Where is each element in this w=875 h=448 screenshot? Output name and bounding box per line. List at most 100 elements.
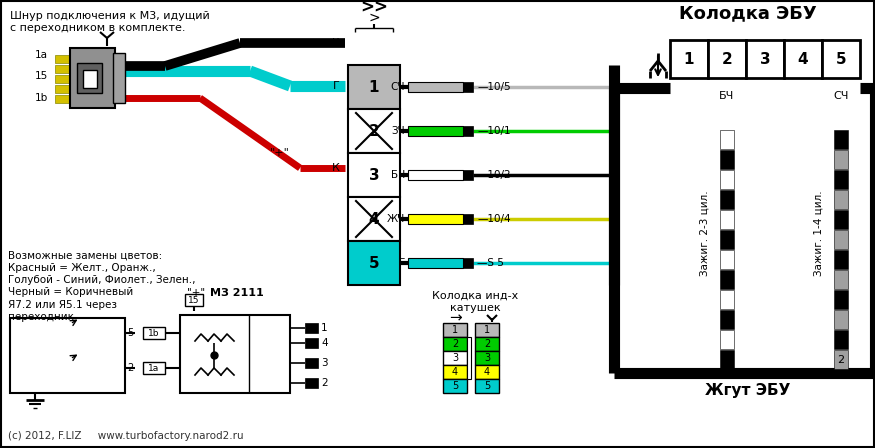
Text: Жгут ЭБУ: Жгут ЭБУ <box>705 383 791 397</box>
Bar <box>746 40 784 78</box>
Bar <box>720 250 734 269</box>
Text: 4: 4 <box>484 367 490 377</box>
Bar <box>55 55 73 63</box>
Bar <box>305 338 318 348</box>
Bar <box>475 323 499 337</box>
Bar <box>475 379 499 393</box>
Bar <box>348 197 400 241</box>
Bar <box>834 310 848 329</box>
Bar <box>463 214 473 224</box>
Bar <box>720 230 734 249</box>
Text: 2: 2 <box>452 339 458 349</box>
Text: 3: 3 <box>368 168 380 182</box>
Text: 3: 3 <box>760 52 770 66</box>
Bar <box>834 230 848 249</box>
Text: Голубой - Синий, Фиолет., Зелен.,: Голубой - Синий, Фиолет., Зелен., <box>8 275 195 285</box>
Text: 5: 5 <box>127 328 133 338</box>
Bar <box>443 337 467 351</box>
Bar <box>720 130 734 149</box>
Bar <box>834 150 848 169</box>
Text: —S 5: —S 5 <box>477 258 504 268</box>
Bar <box>670 40 708 78</box>
Bar <box>720 330 734 349</box>
Text: 3: 3 <box>484 353 490 363</box>
Text: Г: Г <box>333 81 340 91</box>
Bar <box>55 65 73 73</box>
Bar <box>720 310 734 329</box>
Text: 1a: 1a <box>35 50 48 60</box>
Bar <box>708 40 746 78</box>
Text: с переходником в комплекте.: с переходником в комплекте. <box>10 23 186 33</box>
Bar <box>55 75 73 83</box>
Bar <box>185 294 203 306</box>
Text: 2: 2 <box>722 52 732 66</box>
Text: —10/2: —10/2 <box>477 170 511 180</box>
Text: катушек: катушек <box>450 303 500 313</box>
Text: 1: 1 <box>484 325 490 335</box>
Text: БЧ: БЧ <box>719 91 735 101</box>
Text: К: К <box>332 163 340 173</box>
Text: 2: 2 <box>724 355 731 365</box>
Text: Ч: Ч <box>332 38 340 48</box>
Text: 1b: 1b <box>35 93 48 103</box>
Text: 2: 2 <box>127 363 133 373</box>
Text: ЖЧ: ЖЧ <box>387 214 405 224</box>
Bar <box>348 109 400 153</box>
Bar <box>348 241 400 285</box>
Text: 1: 1 <box>321 323 327 333</box>
Bar <box>463 126 473 136</box>
Text: 3: 3 <box>321 358 327 368</box>
Bar <box>720 350 734 369</box>
Text: переходник: переходник <box>8 312 74 322</box>
Text: (c) 2012, F.LIZ     www.turbofactory.narod2.ru: (c) 2012, F.LIZ www.turbofactory.narod2.… <box>8 431 243 441</box>
Text: СЧ: СЧ <box>390 82 405 92</box>
Text: Возможные замены цветов:: Возможные замены цветов: <box>8 251 162 261</box>
Text: "+": "+" <box>187 288 205 298</box>
Bar <box>784 40 822 78</box>
Bar <box>720 290 734 309</box>
Text: 5: 5 <box>484 381 490 391</box>
Text: 1a: 1a <box>149 363 159 372</box>
Bar <box>408 214 463 224</box>
Bar <box>348 153 400 197</box>
Text: 2: 2 <box>484 339 490 349</box>
Bar <box>475 365 499 379</box>
Text: Красный = Желт., Оранж.,: Красный = Желт., Оранж., <box>8 263 156 273</box>
Bar <box>83 70 97 88</box>
Bar <box>305 378 318 388</box>
Bar <box>77 63 102 93</box>
Bar <box>55 95 73 103</box>
Text: "+": "+" <box>270 148 290 158</box>
Text: 4: 4 <box>321 338 327 348</box>
Text: —10/4: —10/4 <box>477 214 511 224</box>
Text: ЗЧ: ЗЧ <box>391 126 405 136</box>
Bar <box>408 82 463 92</box>
Bar <box>834 290 848 309</box>
Text: Я7.2 или Я5.1 через: Я7.2 или Я5.1 через <box>8 300 117 310</box>
Text: СЧ: СЧ <box>833 91 849 101</box>
Text: Г: Г <box>399 258 405 268</box>
Text: —10/5: —10/5 <box>477 82 511 92</box>
Bar <box>443 365 467 379</box>
Bar <box>463 170 473 180</box>
Bar <box>467 337 471 379</box>
Bar <box>143 362 165 374</box>
Bar <box>348 65 400 109</box>
Text: БЧ: БЧ <box>391 170 405 180</box>
Text: 4: 4 <box>452 367 458 377</box>
Bar <box>720 270 734 289</box>
Text: 1: 1 <box>452 325 458 335</box>
Text: →: → <box>450 310 462 326</box>
Bar <box>408 170 463 180</box>
Text: 15: 15 <box>35 71 48 81</box>
Text: 1: 1 <box>368 79 379 95</box>
Bar <box>180 315 290 393</box>
Text: 4: 4 <box>368 211 380 227</box>
Bar <box>834 210 848 229</box>
Text: Шнур подключения к М3, идущий: Шнур подключения к М3, идущий <box>10 11 210 21</box>
Bar <box>408 126 463 136</box>
Text: 5: 5 <box>836 52 846 66</box>
Bar <box>720 170 734 189</box>
Text: Зажиг. 2-3 цил.: Зажиг. 2-3 цил. <box>700 190 710 276</box>
Bar <box>834 250 848 269</box>
